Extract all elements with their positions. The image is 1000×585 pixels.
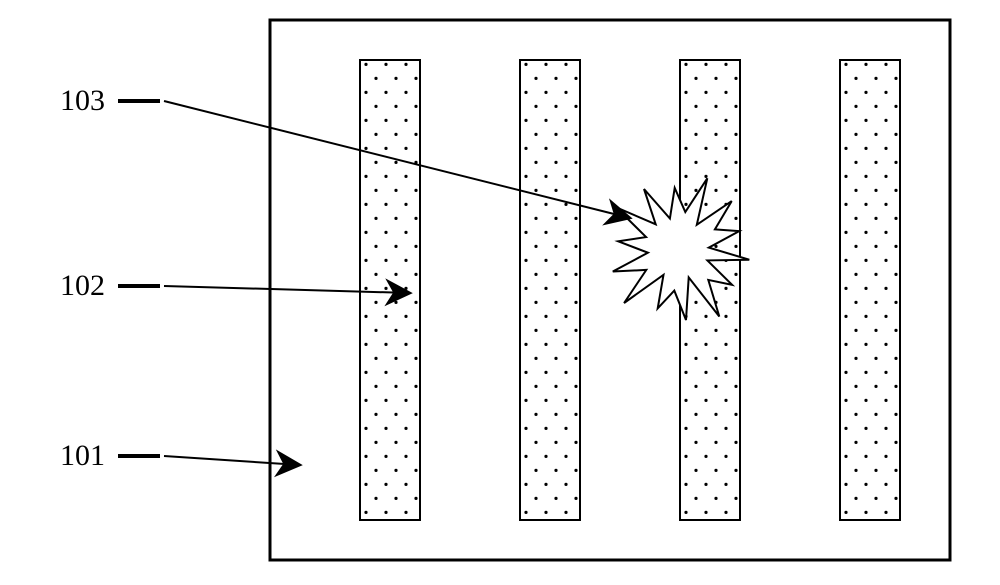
label-103: 103 [60, 84, 105, 117]
bar-2 [520, 60, 580, 520]
bar-1 [360, 60, 420, 520]
diagram-canvas: 103 102 101 [0, 0, 1000, 585]
label-101: 101 [60, 439, 105, 472]
bar-4 [840, 60, 900, 520]
label-102: 102 [60, 269, 105, 302]
